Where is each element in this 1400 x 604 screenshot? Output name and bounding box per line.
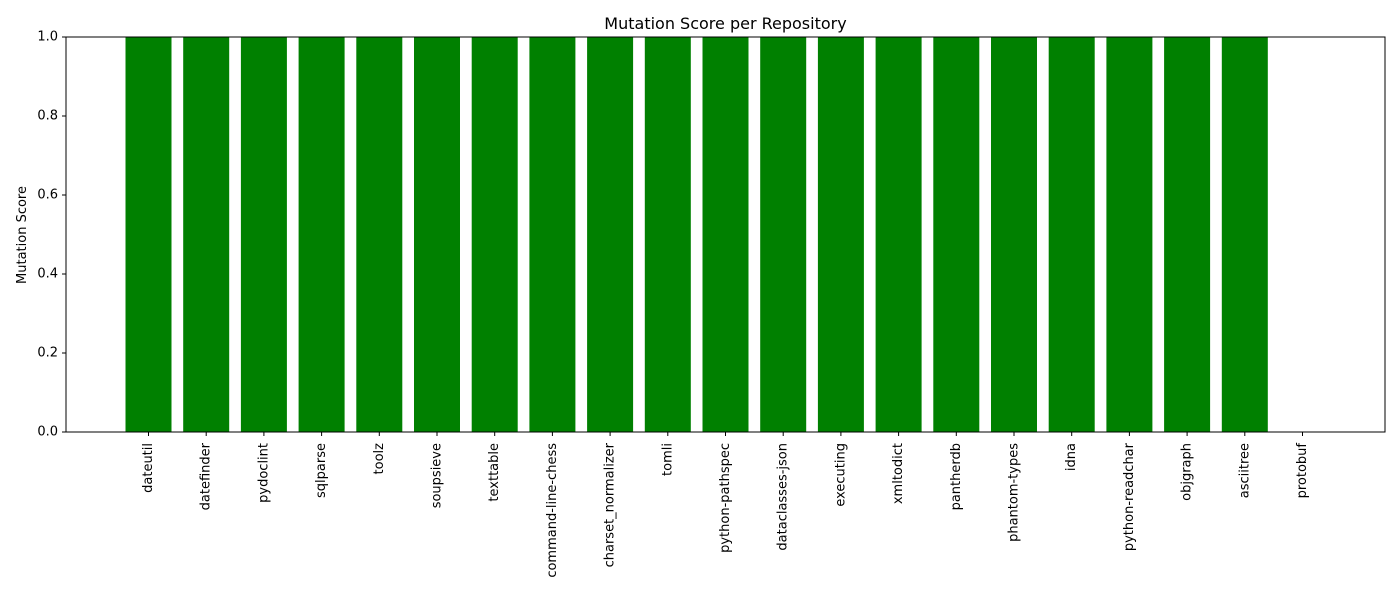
x-tick-label: charset_normalizer (603, 442, 618, 567)
bar-phantom-types (991, 37, 1037, 432)
y-tick-label: 0.4 (37, 267, 58, 282)
bar-objgraph (1164, 37, 1211, 432)
bar-sqlparse (298, 37, 345, 432)
bar-charset_normalizer (587, 37, 634, 432)
bar-texttable (471, 37, 518, 432)
chart-title: Mutation Score per Repository (604, 14, 846, 33)
x-tick-label: command-line-chess (545, 443, 560, 578)
x-tick-label: texttable (487, 443, 502, 502)
x-tick-label: asciitree (1237, 443, 1252, 498)
x-tick-label: tomli (660, 443, 675, 476)
x-tick-label: objgraph (1180, 443, 1195, 501)
y-tick-label: 1.0 (37, 30, 58, 45)
bar-executing (817, 37, 864, 432)
bar-python-readchar (1106, 37, 1153, 432)
bar-dateutil (125, 37, 172, 432)
y-tick-label: 0.6 (37, 188, 58, 203)
bar-asciitree (1221, 37, 1268, 432)
bar-soupsieve (414, 37, 460, 432)
x-tick-label: pydoclint (256, 443, 271, 503)
x-tick-label: soupsieve (430, 443, 445, 508)
x-tick-label: python-readchar (1122, 442, 1137, 551)
bar-datefinder (183, 37, 230, 432)
x-tick-label: toolz (372, 443, 387, 475)
x-tick-label: python-pathspec (718, 443, 733, 553)
x-axis-ticks: dateutil datefinder pydoclint sqlparse toolz… (141, 432, 1310, 578)
y-tick-label: 0.2 (37, 346, 58, 361)
bar-dataclasses-json (760, 37, 807, 432)
x-tick-label: dateutil (141, 443, 156, 493)
bar-command-line-chess (529, 37, 576, 432)
y-axis-label: Mutation Score (15, 186, 30, 284)
x-tick-label: phantom-types (1007, 443, 1022, 542)
x-tick-label: pantherdb (949, 443, 964, 510)
bar-pydoclint (240, 37, 287, 432)
y-tick-label: 0.0 (37, 425, 58, 440)
x-tick-label: executing (833, 443, 848, 507)
bar-tomli (644, 37, 691, 432)
x-tick-label: sqlparse (314, 443, 329, 498)
bar-toolz (356, 37, 403, 432)
x-tick-label: datefinder (199, 442, 214, 510)
x-tick-label: idna (1064, 443, 1079, 471)
bar-python-pathspec (702, 37, 749, 432)
bars-layer (125, 37, 1268, 432)
plot-frame (65, 36, 1386, 433)
y-tick-label: 0.8 (37, 109, 58, 124)
bar-idna (1048, 37, 1095, 432)
x-tick-label: xmltodict (891, 443, 906, 504)
bar-xmltodict (875, 37, 922, 432)
x-tick-label: protobuf (1295, 443, 1310, 499)
bar-pantherdb (933, 37, 980, 432)
x-tick-label: dataclasses-json (776, 443, 791, 551)
y-axis-ticks: 0.0 0.2 0.4 0.6 0.8 1.0 (37, 30, 66, 440)
